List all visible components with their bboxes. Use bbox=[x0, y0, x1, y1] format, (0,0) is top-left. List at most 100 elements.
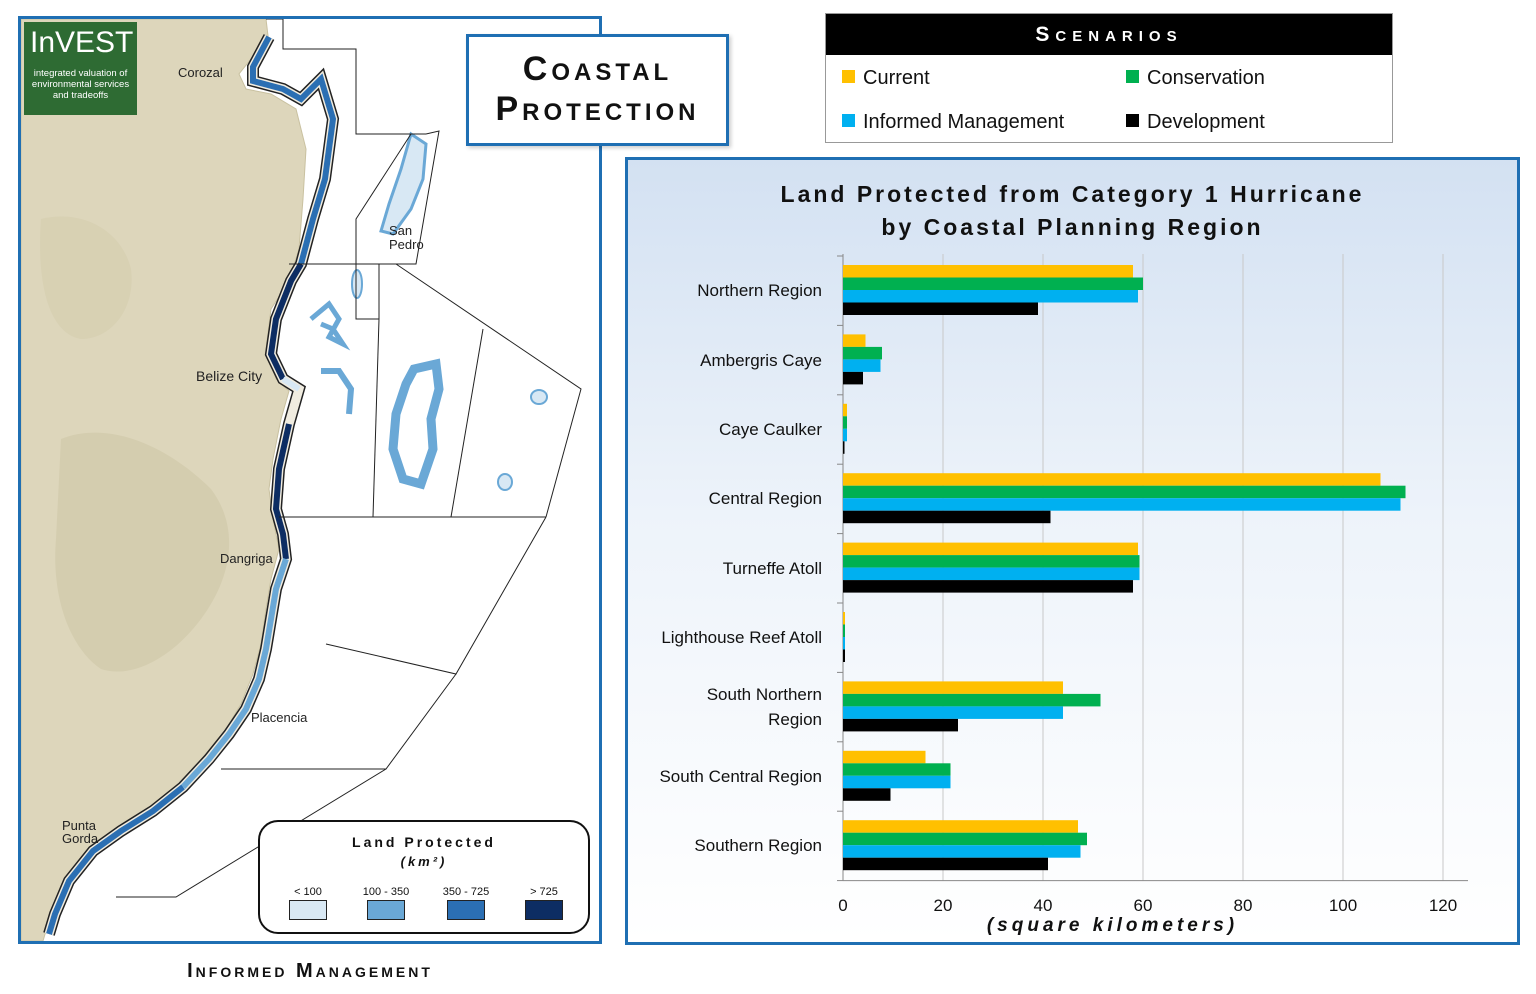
category-label: Lighthouse Reef Atoll bbox=[628, 625, 822, 650]
bar-current bbox=[843, 473, 1381, 486]
scenario-legend: Scenarios Current Conservation Informed … bbox=[825, 13, 1393, 143]
category-label: Caye Caulker bbox=[628, 417, 822, 442]
caye-island bbox=[351, 269, 363, 299]
bar-chart bbox=[837, 254, 1468, 882]
bar-conservation bbox=[843, 555, 1140, 568]
category-label-line: Northern Region bbox=[697, 281, 822, 301]
map-legend-swatch bbox=[289, 900, 327, 920]
chart-title-line-1: Land Protected from Category 1 Hurricane bbox=[780, 181, 1365, 207]
caye-island bbox=[321, 368, 355, 415]
bar-conservation bbox=[843, 624, 845, 637]
scenario-swatch bbox=[842, 70, 855, 83]
bar-development bbox=[843, 580, 1133, 593]
bar-development bbox=[843, 441, 845, 454]
coastal-band bbox=[180, 558, 289, 790]
scenario-item-current: Current bbox=[842, 66, 930, 90]
scenario-label: Informed Management bbox=[863, 111, 1065, 133]
x-tick-label: 100 bbox=[1328, 896, 1358, 915]
bar-informed-management bbox=[843, 845, 1081, 858]
bar-development bbox=[843, 649, 845, 662]
place-label-pedro: Pedro bbox=[389, 237, 424, 252]
category-label-line: South Central Region bbox=[659, 767, 822, 786]
bar-conservation bbox=[843, 346, 882, 360]
category-label-line: Ambergris Caye bbox=[700, 350, 822, 370]
bar-informed-management bbox=[843, 706, 1063, 719]
bar-development bbox=[843, 718, 958, 732]
lighthouse-reef bbox=[530, 389, 548, 405]
bar-conservation bbox=[843, 277, 1143, 290]
category-label-line: Lighthouse Reef Atoll bbox=[661, 628, 822, 648]
category-label: Central Region bbox=[628, 486, 822, 511]
map-legend-item: > 725 bbox=[504, 886, 584, 925]
map-legend-label: < 100 bbox=[294, 886, 322, 898]
map-legend-title: Land Protected bbox=[352, 834, 496, 850]
coastal-band bbox=[46, 784, 185, 935]
category-label-line: Turneffe Atoll bbox=[722, 558, 822, 578]
bar-conservation bbox=[843, 763, 951, 776]
scenario-item-development: Development bbox=[1126, 110, 1265, 134]
scenario-swatch bbox=[842, 114, 855, 127]
invest-logo-title: InVEST bbox=[30, 26, 134, 59]
map-legend-swatch bbox=[367, 900, 405, 920]
place-label-belize-city: Belize City bbox=[196, 368, 263, 384]
bar-conservation bbox=[843, 416, 847, 429]
coastal-band bbox=[281, 376, 301, 392]
category-label-line: Caye Caulker bbox=[719, 420, 822, 439]
x-tick-label: 120 bbox=[1428, 896, 1458, 915]
bar-informed-management bbox=[843, 498, 1401, 511]
bar-informed-management bbox=[843, 290, 1138, 303]
chart-title-line-2: by Coastal Planning Region bbox=[881, 214, 1264, 240]
category-label: Northern Region bbox=[628, 278, 822, 303]
category-label-line: Southern Region bbox=[694, 836, 822, 856]
bar-informed-management bbox=[843, 567, 1140, 581]
title-box: Coastal Protection bbox=[466, 34, 729, 146]
relief-shade bbox=[55, 432, 230, 672]
map-panel: InVEST integrated valuation of environme… bbox=[18, 16, 602, 944]
bar-current bbox=[843, 681, 1063, 694]
map-legend-label: 350 - 725 bbox=[442, 886, 490, 898]
x-tick-label: 40 bbox=[1033, 896, 1053, 915]
relief-shade bbox=[40, 216, 132, 339]
bar-conservation bbox=[843, 693, 1101, 707]
category-label-line: Central Region bbox=[708, 489, 822, 509]
bar-current bbox=[843, 265, 1133, 278]
map-legend-units: (km²) bbox=[400, 854, 448, 869]
coastal-band bbox=[250, 35, 337, 265]
invest-logo: InVEST integrated valuation of environme… bbox=[24, 22, 137, 115]
map-legend-swatch bbox=[525, 900, 563, 920]
place-label-punta: Punta bbox=[62, 818, 96, 833]
map-legend-label: > 725 bbox=[530, 886, 558, 898]
chart-panel: Land Protected from Category 1 Hurricane… bbox=[625, 157, 1520, 945]
belize-map bbox=[21, 19, 599, 941]
scenario-item-conservation: Conservation bbox=[1126, 66, 1265, 90]
map-legend-label: 100 - 350 bbox=[362, 886, 410, 898]
category-label: Southern Region bbox=[628, 833, 822, 858]
place-label-corozal: Corozal bbox=[178, 65, 223, 80]
bar-current bbox=[843, 750, 926, 764]
x-tick-label: 80 bbox=[1233, 896, 1253, 915]
lighthouse-reef bbox=[497, 473, 513, 491]
place-label-dangriga: Dangriga bbox=[220, 551, 273, 566]
map-legend-item: 100 - 350 bbox=[346, 886, 426, 925]
chart-title: Land Protected from Category 1 Hurricane… bbox=[628, 178, 1517, 244]
place-label-san: San bbox=[389, 223, 413, 238]
scenario-swatch bbox=[1126, 70, 1139, 83]
planning-region-boundaries bbox=[116, 19, 582, 898]
scenario-item-informed-management: Informed Management bbox=[842, 110, 1064, 134]
bar-conservation bbox=[843, 832, 1087, 846]
bar-development bbox=[843, 857, 1048, 871]
ambergris-caye bbox=[379, 131, 428, 236]
bar-informed-management bbox=[843, 359, 881, 372]
page-title-line-2: Protection bbox=[495, 90, 700, 128]
bar-current bbox=[843, 542, 1138, 556]
category-label: South Northern Region bbox=[628, 682, 822, 732]
bar-informed-management bbox=[843, 637, 845, 650]
scenario-label: Development bbox=[1147, 111, 1265, 133]
map-legend-item: 350 - 725 bbox=[426, 886, 506, 925]
x-tick-label: 20 bbox=[933, 896, 953, 915]
x-tick-label: 60 bbox=[1133, 896, 1153, 915]
bar-current bbox=[843, 612, 845, 625]
bar-informed-management bbox=[843, 775, 951, 789]
coastal-band bbox=[272, 423, 292, 560]
bar-development bbox=[843, 371, 863, 385]
